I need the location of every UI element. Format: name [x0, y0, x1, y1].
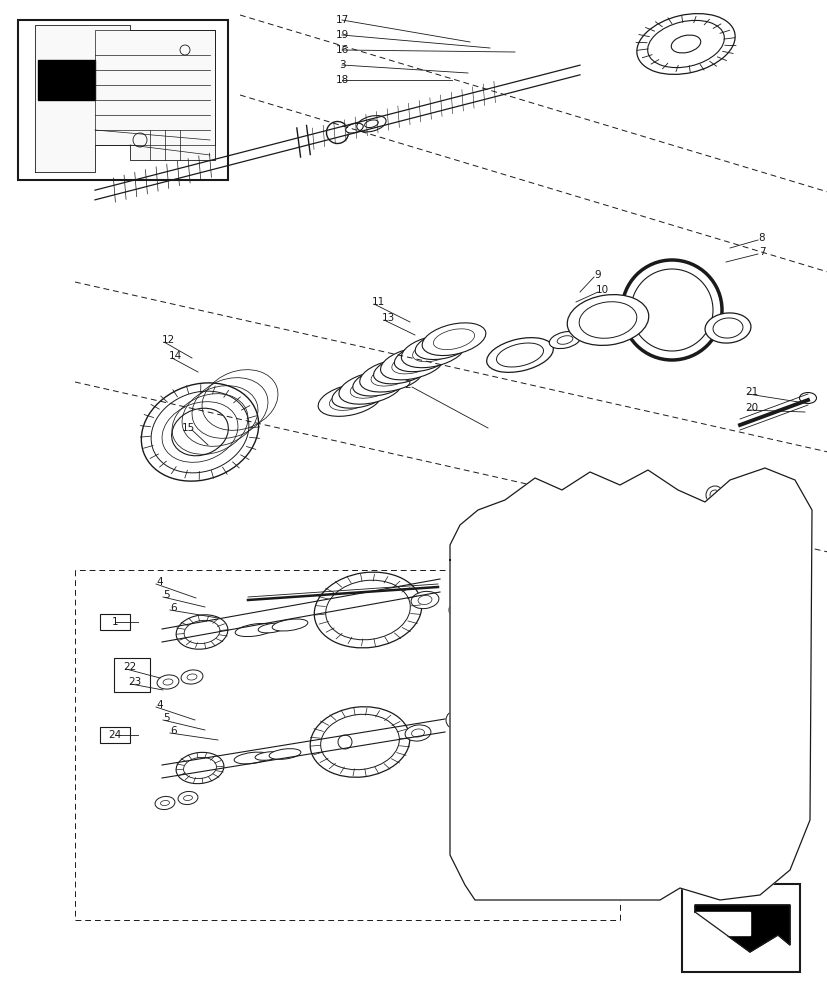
Ellipse shape	[234, 752, 270, 764]
Text: 19: 19	[335, 30, 348, 40]
Text: 9: 9	[594, 270, 600, 280]
Circle shape	[775, 536, 793, 554]
Text: 20: 20	[744, 403, 758, 413]
Ellipse shape	[176, 615, 227, 649]
Circle shape	[480, 813, 499, 831]
Ellipse shape	[155, 796, 174, 810]
Circle shape	[705, 486, 723, 504]
Polygon shape	[449, 468, 811, 900]
Ellipse shape	[178, 791, 198, 805]
Ellipse shape	[422, 323, 485, 356]
Ellipse shape	[332, 380, 389, 408]
Ellipse shape	[359, 359, 423, 392]
Bar	[114, 658, 150, 692]
Ellipse shape	[410, 591, 438, 609]
Ellipse shape	[318, 384, 381, 416]
Text: 5: 5	[164, 590, 170, 600]
Polygon shape	[694, 912, 749, 935]
Ellipse shape	[799, 392, 815, 403]
Text: 16: 16	[335, 45, 348, 55]
Ellipse shape	[574, 319, 605, 337]
Text: 14: 14	[168, 351, 181, 361]
Ellipse shape	[181, 670, 203, 684]
Ellipse shape	[373, 355, 430, 384]
Ellipse shape	[636, 14, 734, 74]
Polygon shape	[694, 905, 789, 952]
Ellipse shape	[310, 707, 409, 777]
Text: 2: 2	[404, 380, 411, 390]
Circle shape	[482, 516, 500, 534]
Ellipse shape	[621, 260, 721, 360]
Circle shape	[790, 631, 808, 649]
Text: 6: 6	[170, 726, 177, 736]
Bar	[100, 727, 130, 743]
Circle shape	[605, 873, 624, 891]
Ellipse shape	[566, 295, 648, 345]
Text: 11: 11	[371, 297, 385, 307]
Ellipse shape	[352, 368, 409, 396]
Ellipse shape	[269, 749, 300, 759]
Polygon shape	[38, 60, 95, 100]
Circle shape	[788, 751, 806, 769]
Circle shape	[630, 479, 648, 497]
Text: 4: 4	[156, 577, 163, 587]
Text: 8: 8	[758, 233, 764, 243]
Text: 12: 12	[161, 335, 174, 345]
Text: 7: 7	[758, 247, 764, 257]
Polygon shape	[35, 25, 215, 172]
Ellipse shape	[705, 313, 750, 343]
Ellipse shape	[401, 335, 465, 368]
Text: 24: 24	[108, 730, 122, 740]
Ellipse shape	[394, 343, 451, 372]
Text: 3: 3	[338, 60, 345, 70]
Text: 15: 15	[181, 423, 194, 433]
Circle shape	[660, 861, 678, 879]
Text: 4: 4	[156, 700, 163, 710]
Text: 18: 18	[335, 75, 348, 85]
Ellipse shape	[338, 371, 402, 404]
Bar	[681, 884, 799, 972]
Circle shape	[535, 851, 553, 869]
Ellipse shape	[486, 338, 552, 372]
Text: 10: 10	[595, 285, 608, 295]
Circle shape	[446, 711, 463, 729]
Ellipse shape	[380, 347, 444, 380]
Text: 22: 22	[123, 662, 136, 672]
Ellipse shape	[404, 725, 430, 741]
Circle shape	[720, 873, 739, 891]
Ellipse shape	[176, 752, 223, 784]
Ellipse shape	[548, 331, 580, 349]
Ellipse shape	[272, 619, 308, 631]
Bar	[100, 614, 130, 630]
Ellipse shape	[414, 331, 471, 360]
Ellipse shape	[314, 572, 421, 648]
Ellipse shape	[590, 651, 679, 719]
Text: 21: 21	[744, 387, 758, 397]
Ellipse shape	[157, 675, 179, 689]
Ellipse shape	[235, 623, 275, 637]
Text: 13: 13	[381, 313, 394, 323]
Text: 17: 17	[335, 15, 348, 25]
Circle shape	[768, 836, 786, 854]
Text: 6: 6	[170, 603, 177, 613]
Text: 1: 1	[112, 617, 118, 627]
Text: 23: 23	[128, 677, 141, 687]
Circle shape	[555, 489, 573, 507]
Text: 5: 5	[164, 713, 170, 723]
Bar	[95, 30, 215, 145]
Ellipse shape	[141, 383, 258, 481]
Bar	[18, 20, 227, 180]
Ellipse shape	[255, 752, 280, 760]
Ellipse shape	[258, 623, 285, 633]
Circle shape	[448, 601, 466, 619]
